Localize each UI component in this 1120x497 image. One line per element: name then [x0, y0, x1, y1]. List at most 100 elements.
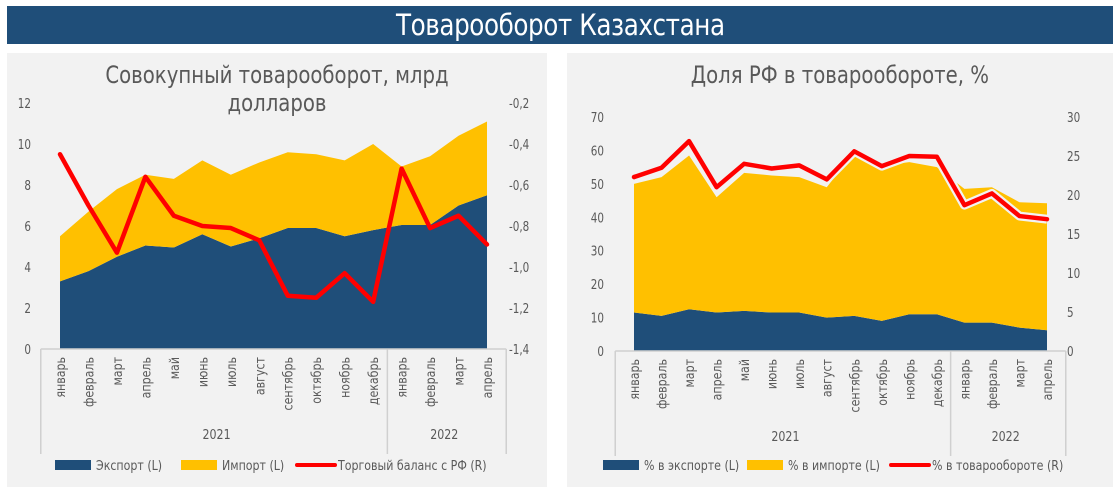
y-left-tick-label: 70 — [591, 110, 604, 125]
x-tick-label: март — [110, 357, 125, 386]
line-point — [287, 295, 289, 297]
line-point — [661, 167, 663, 169]
x-tick-label: февраль — [655, 359, 670, 409]
y-right-tick-label: -0,4 — [509, 137, 529, 152]
x-tick-label: март — [682, 359, 697, 388]
line-point — [458, 215, 460, 217]
chart-panel-russia-share: Доля РФ в товарообороте, % 0 10 20 30 40 50 60… — [567, 53, 1113, 487]
line-point — [344, 272, 346, 274]
legend-label: Импорт (L) — [222, 458, 284, 473]
line-point — [201, 225, 203, 227]
chart-russia-share: 0 10 20 30 40 50 60 70 0 5 10 15 20 25 30 январь февраль… — [591, 110, 1080, 473]
y-right-tick-label: -1,0 — [509, 260, 529, 275]
x-tick-label: июнь — [765, 359, 780, 389]
y-left-tick-label: 6 — [24, 219, 31, 234]
legend-swatch — [603, 460, 639, 470]
x-tick-label: январь — [53, 357, 68, 398]
line-point — [826, 178, 828, 180]
y-right-tick-label: 15 — [1067, 227, 1080, 242]
x-tick-label: июль — [224, 357, 239, 387]
x-tick-label: октябрь — [875, 359, 890, 406]
x-tick-label: апрель — [480, 357, 495, 398]
line-point — [853, 150, 855, 152]
y-right-tick-label: 5 — [1067, 305, 1074, 320]
area-series-import — [60, 121, 487, 282]
y-right-tick-label: -1,4 — [509, 342, 529, 357]
y-right-tick-label: 10 — [1067, 266, 1080, 281]
x-tick-label: июнь — [195, 357, 210, 387]
line-point — [633, 176, 635, 178]
line-point — [1046, 218, 1048, 220]
y-left-tick-label: 60 — [591, 143, 604, 158]
legend-swatch — [55, 460, 91, 470]
line-point — [486, 243, 488, 245]
area-series-import — [634, 152, 1047, 331]
chart-panel-total-turnover: Совокупный товарооборот, млрд долларов 0… — [7, 53, 547, 487]
line-series — [631, 138, 1050, 222]
y-right-tick-label: 20 — [1067, 188, 1080, 203]
y-left-tick-label: 4 — [24, 260, 31, 275]
x-tick-label: апрель — [1040, 359, 1055, 400]
x-tick-label: сентябрь — [847, 359, 862, 412]
x-tick-label: январь — [958, 359, 973, 400]
line-point — [401, 168, 403, 170]
x-tick-label: апрель — [139, 357, 154, 398]
y-left-tick-label: 8 — [24, 178, 31, 193]
y-left-tick-label: 40 — [591, 210, 604, 225]
y-left-tick-label: 2 — [24, 301, 31, 316]
line-point — [881, 165, 883, 167]
line-point — [1018, 215, 1020, 217]
page-title: Товарооборот Казахстана — [395, 8, 725, 42]
legend-label: % в импорте (L) — [788, 458, 880, 473]
x-tick-label: март — [1013, 359, 1028, 388]
line-point — [716, 186, 718, 188]
line-point — [230, 227, 232, 229]
y-right-tick-label: -1,2 — [509, 301, 529, 316]
y-left-tick-label: 10 — [18, 137, 31, 152]
line-point — [429, 227, 431, 229]
x-tick-label: май — [737, 359, 752, 381]
x-group-label: 2021 — [203, 427, 231, 442]
line-point — [258, 239, 260, 241]
y-left-tick-label: 0 — [24, 342, 31, 357]
x-tick-label: январь — [395, 357, 410, 398]
y-right-tick-label: 0 — [1067, 344, 1074, 359]
line-point — [315, 297, 317, 299]
x-group-label: 2021 — [771, 429, 799, 444]
x-tick-label: ноябрь — [902, 359, 917, 400]
y-left-tick-label: 12 — [18, 96, 31, 111]
line-point — [59, 153, 61, 155]
legend-label: % в товарообороте (R) — [932, 458, 1063, 473]
x-tick-label: август — [820, 359, 835, 397]
x-tick-label: сентябрь — [281, 357, 296, 410]
x-tick-label: август — [252, 357, 267, 395]
x-tick-label: март — [452, 357, 467, 386]
x-group-label: 2022 — [992, 429, 1020, 444]
chart-title: Совокупный товарооборот, млрд долларов — [105, 61, 449, 117]
y-left-tick-label: 0 — [597, 344, 604, 359]
line-point — [936, 156, 938, 158]
line-point — [116, 252, 118, 254]
x-tick-label: октябрь — [309, 357, 324, 404]
x-tick-label: январь — [627, 359, 642, 400]
y-right-tick-label: -0,8 — [509, 219, 529, 234]
line-point — [963, 204, 965, 206]
line-point — [743, 163, 745, 165]
line-point — [372, 301, 374, 303]
x-tick-label: декабрь — [366, 357, 381, 405]
chart-total-turnover: 0 2 4 6 8 10 12 -1,4 -1,2 -1,0 -0,8 -0,6 -0,4 -0,2 янв… — [18, 96, 530, 473]
line-point — [173, 215, 175, 217]
y-left-tick-label: 50 — [591, 177, 604, 192]
legend-label: Торговый баланс с РФ (R) — [337, 458, 487, 473]
y-left-tick-label: 10 — [591, 310, 604, 325]
x-tick-label: ноябрь — [338, 357, 353, 398]
y-right-tick-label: -0,2 — [509, 96, 529, 111]
x-tick-label: февраль — [985, 359, 1000, 409]
x-tick-label: май — [167, 357, 182, 379]
legend-label: % в экспорте (L) — [644, 458, 739, 473]
area-series-export — [634, 309, 1047, 351]
y-right-tick-label: 25 — [1067, 149, 1080, 164]
line-series — [57, 152, 490, 305]
page-banner: Товарооборот Казахстана — [7, 6, 1113, 44]
x-tick-label: декабрь — [930, 359, 945, 407]
